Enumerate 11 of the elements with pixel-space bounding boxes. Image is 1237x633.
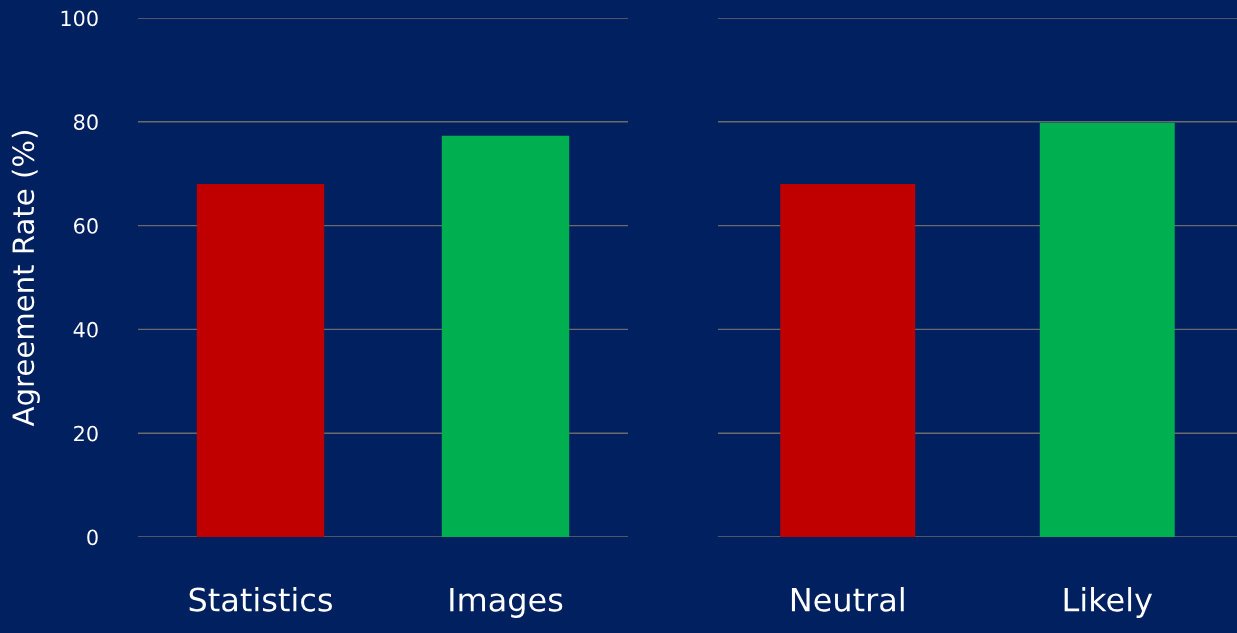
x-tick-label: Images bbox=[450, 587, 563, 618]
y-axis-title: Agreement Rate (%) bbox=[11, 131, 40, 427]
y-tick-label: 80 bbox=[74, 114, 98, 131]
x-tick-label: Likely bbox=[1064, 587, 1153, 618]
x-tick-label: Neutral bbox=[791, 587, 904, 612]
x-tick-label: Statistics bbox=[189, 587, 332, 612]
y-tick-label: 0 bbox=[87, 529, 98, 546]
y-tick-label: 60 bbox=[74, 218, 98, 234]
y-tick-label: 20 bbox=[74, 425, 98, 442]
y-tick-label: 100 bbox=[61, 10, 98, 27]
y-tick-label: 40 bbox=[73, 321, 98, 338]
